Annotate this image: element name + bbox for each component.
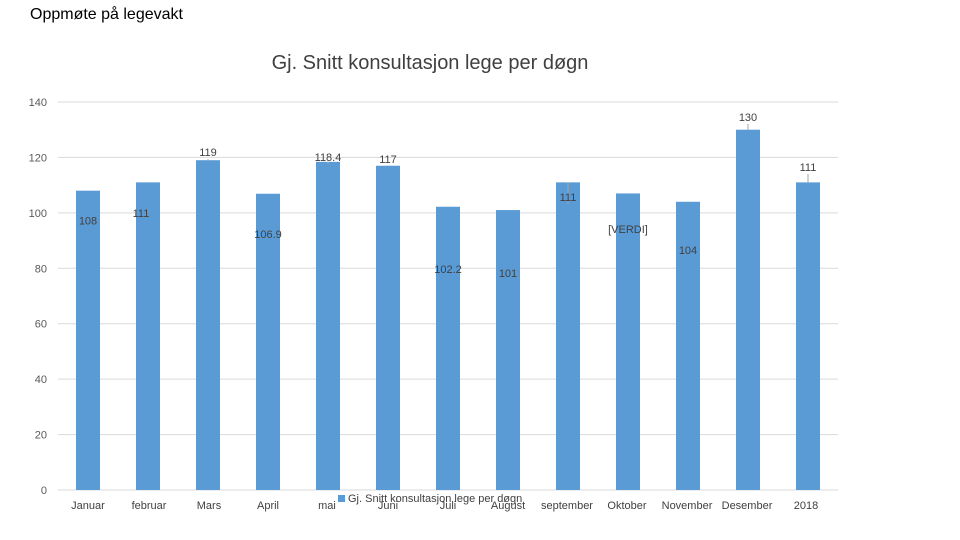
y-tick-label: 140 [29, 97, 47, 109]
data-label: 119 [199, 147, 217, 159]
gridlines [58, 101, 838, 491]
x-tick-label: februar [132, 500, 167, 512]
x-tick-label: september [541, 500, 593, 512]
x-tick-label: Juli [440, 500, 457, 512]
y-tick-label: 0 [41, 485, 47, 497]
legend-swatch [338, 495, 345, 502]
x-tick-label: Juni [378, 500, 398, 512]
bar [316, 161, 340, 490]
bar [676, 201, 700, 490]
x-tick-label: November [662, 500, 713, 512]
data-label: 111 [800, 162, 817, 174]
bar [76, 190, 100, 490]
legend: Gj. Snitt konsultasjon lege per døgn [338, 493, 522, 505]
x-tick-label: August [491, 500, 525, 512]
x-tick-label: mai [318, 500, 336, 512]
bar [136, 182, 160, 490]
x-tick-label: Oktober [607, 500, 646, 512]
y-tick-label: 100 [29, 208, 47, 220]
data-label: 111 [133, 208, 150, 220]
data-label: 106.9 [254, 229, 282, 241]
y-tick-label: 80 [35, 263, 47, 275]
bar [616, 193, 640, 490]
y-tick-label: 40 [35, 374, 47, 386]
label-leader-lines [207, 124, 809, 204]
data-label: 117 [379, 154, 397, 166]
y-tick-label: 60 [35, 319, 47, 331]
data-label: [VERDI] [608, 224, 648, 236]
bar [736, 129, 760, 490]
data-label: 130 [739, 112, 757, 124]
data-label: 118.4 [315, 152, 342, 164]
chart-title: Gj. Snitt konsultasjon lege per døgn [271, 52, 589, 74]
legend-entry: Gj. Snitt konsultasjon lege per døgn [348, 493, 522, 505]
x-tick-label: Januar [71, 500, 105, 512]
data-labels: 108 111 119 106.9 118.4 117 102.2 101 111 [VERDI]… [79, 112, 817, 280]
bar [256, 193, 280, 490]
y-tick-label: 20 [35, 430, 47, 442]
x-tick-label: Desember [722, 500, 773, 512]
bar [436, 206, 460, 490]
x-tick-label: Mars [197, 500, 222, 512]
data-label: 108 [79, 216, 97, 228]
x-axis-categories: Januar februar Mars April mai Juni Juli August s… [71, 500, 818, 512]
bar [556, 182, 580, 490]
slide-title: Oppmøte på legevakt [30, 6, 183, 23]
bar [376, 165, 400, 490]
bar [796, 182, 820, 490]
data-label: 102.2 [434, 264, 462, 276]
y-axis-ticks: 0 20 40 60 80 100 120 140 [29, 97, 47, 497]
x-tick-label: 2018 [794, 500, 818, 512]
bar [496, 210, 520, 491]
bar [196, 160, 220, 490]
data-label: 101 [499, 268, 517, 280]
bars [76, 129, 820, 491]
data-label: 104 [679, 245, 697, 257]
y-tick-label: 120 [29, 152, 47, 164]
data-label: 111 [560, 192, 577, 204]
x-tick-label: April [257, 500, 279, 512]
